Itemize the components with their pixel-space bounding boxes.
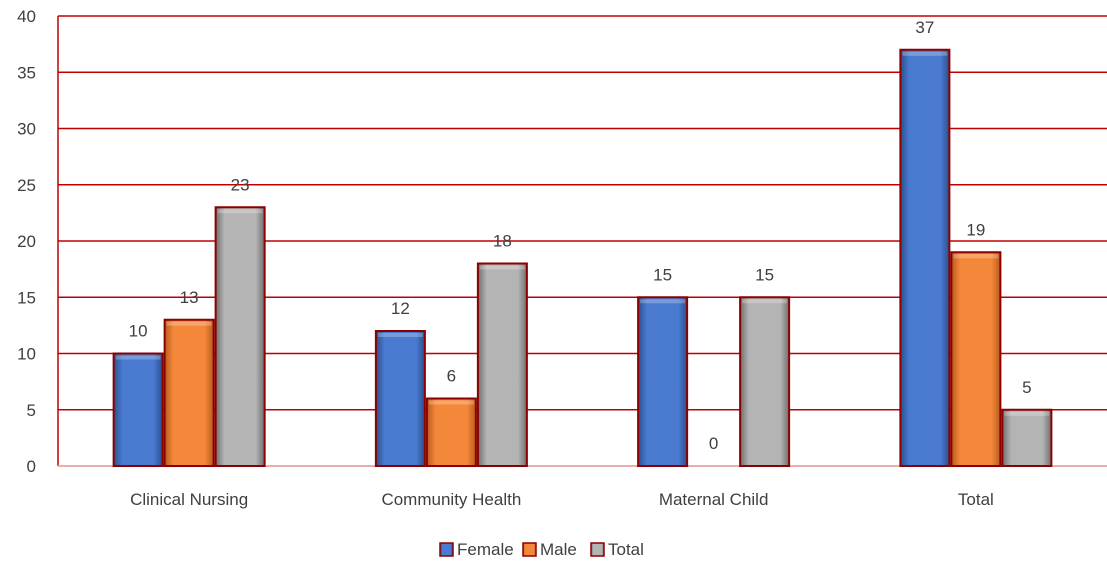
bar-male-3 [950, 251, 1002, 467]
legend: Female Male Total [439, 540, 644, 559]
data-label-total: 23 [231, 175, 250, 194]
y-tick-label: 20 [17, 232, 36, 251]
data-label-male: 6 [447, 367, 456, 386]
legend-label-total: Total [608, 540, 644, 559]
data-label-total: 15 [755, 265, 774, 284]
x-tick-label: Maternal Child [659, 490, 769, 509]
legend-swatch-male [522, 542, 537, 557]
y-tick-label: 25 [17, 176, 36, 195]
data-label-total: 5 [1022, 378, 1031, 397]
y-tick-label: 35 [17, 63, 36, 82]
y-tick-label: 30 [17, 120, 36, 139]
bar-bevel [217, 209, 263, 214]
bar-bevel [902, 51, 948, 56]
x-axis: Clinical Nursing Community Health Maternal… [130, 490, 994, 509]
legend-label-male: Male [540, 540, 577, 559]
data-label-male: 0 [709, 434, 718, 453]
y-tick-label: 10 [17, 345, 36, 364]
bar-male-1 [425, 397, 477, 467]
data-labels: 10 13 23 12 6 18 15 0 15 37 19 5 [129, 18, 1032, 453]
bar-total-3 [1001, 408, 1053, 467]
bar-bevel [377, 333, 423, 337]
data-label-male: 19 [966, 220, 985, 239]
y-tick-label: 15 [17, 288, 36, 307]
bar-total-0 [214, 206, 266, 467]
bar-female-0 [112, 352, 164, 467]
x-tick-label: Total [958, 490, 994, 509]
data-label-female: 15 [653, 265, 672, 284]
data-label-female: 12 [391, 299, 410, 318]
y-axis: 0 5 10 15 20 25 30 35 40 [17, 7, 36, 476]
y-tick-label: 0 [27, 457, 36, 476]
bar-female-1 [374, 330, 426, 467]
x-tick-label: Community Health [381, 490, 521, 509]
bar-bevel [479, 265, 525, 270]
data-label-total: 18 [493, 232, 512, 251]
bar-total-1 [476, 262, 528, 467]
bar-female-3 [899, 48, 951, 467]
bar-female-2 [637, 296, 689, 467]
legend-label-female: Female [457, 540, 514, 559]
bar-male-0 [163, 318, 215, 467]
x-tick-label: Clinical Nursing [130, 490, 248, 509]
bar-bevel [1004, 411, 1050, 416]
legend-swatch-total [590, 542, 605, 557]
bar-bevel [115, 355, 161, 360]
bar-bevel [640, 299, 686, 304]
bar-total-2 [739, 296, 791, 467]
bar-bevel [166, 321, 212, 326]
data-label-male: 13 [180, 288, 199, 307]
y-tick-label: 40 [17, 7, 36, 26]
bar-bevel [428, 400, 474, 405]
data-label-female: 10 [129, 322, 148, 341]
bars [112, 48, 1053, 467]
legend-swatch-female [439, 542, 454, 557]
bar-bevel [953, 254, 999, 259]
bar-bevel [742, 299, 788, 304]
y-tick-label: 5 [27, 401, 36, 420]
data-label-female: 37 [915, 18, 934, 37]
